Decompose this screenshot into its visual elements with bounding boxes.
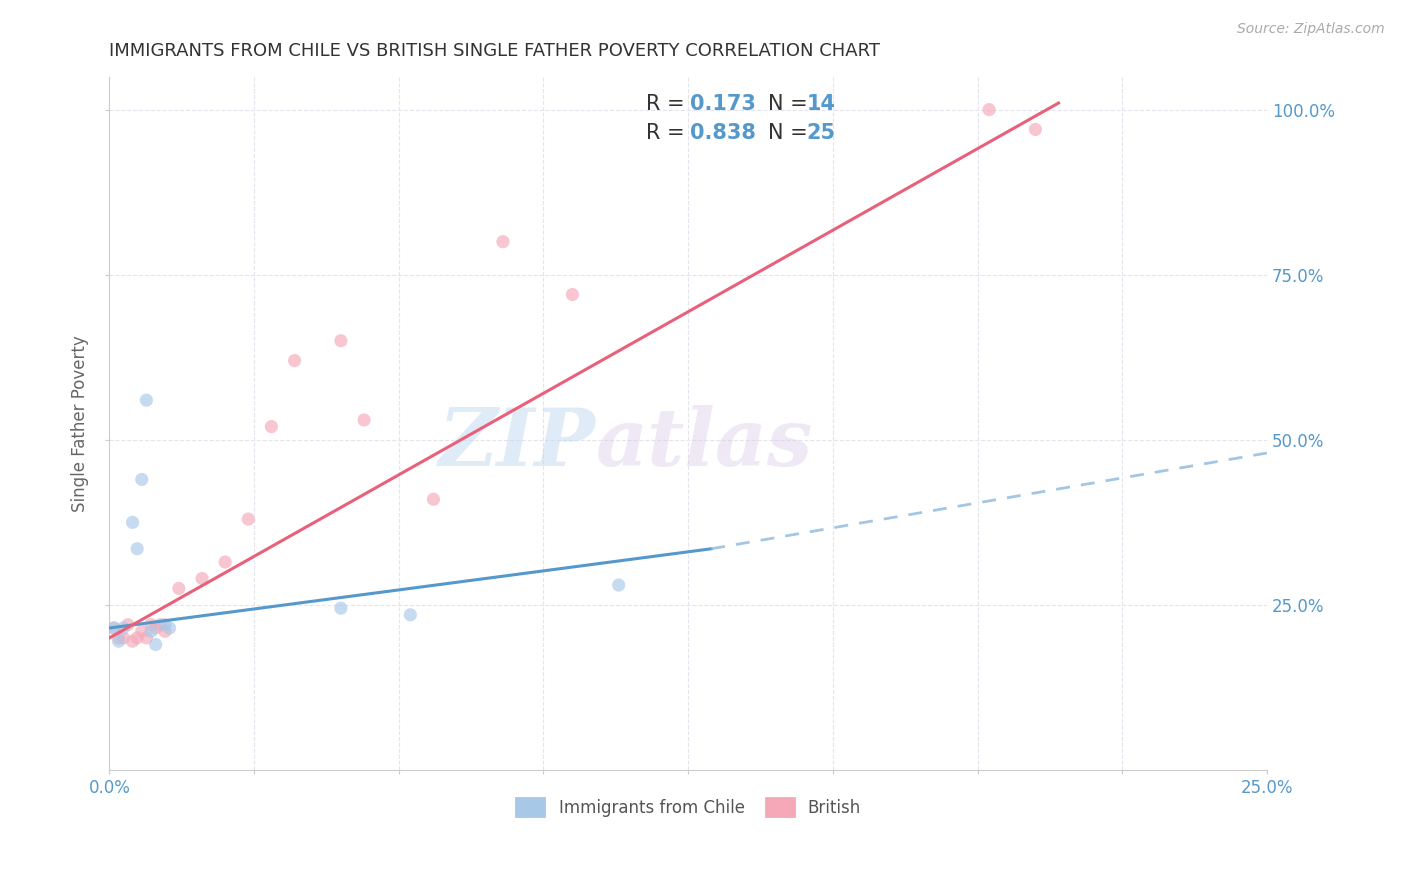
Point [145, 638, 167, 652]
Point [121, 634, 143, 648]
Text: Source: ZipAtlas.com: Source: ZipAtlas.com [1237, 22, 1385, 37]
Point [139, 617, 162, 632]
Text: 0.838: 0.838 [690, 123, 756, 144]
Point [284, 353, 307, 368]
Text: N =: N = [768, 94, 808, 113]
Point [103, 621, 125, 635]
Point [135, 393, 157, 408]
Point [112, 621, 135, 635]
Point [131, 624, 153, 639]
Point [399, 607, 422, 622]
Point [103, 621, 125, 635]
Point [135, 631, 157, 645]
Point [492, 235, 515, 249]
Point [159, 621, 181, 635]
Point [127, 631, 149, 645]
Point [329, 601, 352, 615]
Point [214, 555, 236, 569]
Point [329, 334, 352, 348]
Point [107, 634, 129, 648]
Text: 25: 25 [806, 123, 835, 144]
Point [422, 492, 444, 507]
Text: R =: R = [647, 123, 685, 144]
Point [117, 617, 139, 632]
Point [121, 516, 143, 530]
Text: R =: R = [647, 94, 685, 113]
Legend: Immigrants from Chile, British: Immigrants from Chile, British [509, 790, 868, 824]
Point [107, 631, 129, 645]
Point [167, 582, 190, 596]
Point [153, 624, 176, 639]
Point [260, 419, 283, 434]
Point [145, 621, 167, 635]
Point [149, 617, 172, 632]
Text: atlas: atlas [596, 405, 813, 483]
Point [1024, 122, 1046, 136]
Point [153, 617, 176, 632]
Text: IMMIGRANTS FROM CHILE VS BRITISH SINGLE FATHER POVERTY CORRELATION CHART: IMMIGRANTS FROM CHILE VS BRITISH SINGLE … [110, 42, 880, 60]
Point [112, 631, 135, 645]
Point [607, 578, 630, 592]
Point [139, 624, 162, 639]
Point [977, 103, 1000, 117]
Point [238, 512, 260, 526]
Point [131, 472, 153, 486]
Point [561, 287, 583, 301]
Point [127, 541, 149, 556]
Text: 14: 14 [806, 94, 835, 113]
Point [353, 413, 375, 427]
Text: N =: N = [768, 123, 808, 144]
Point [191, 572, 214, 586]
Text: ZIP: ZIP [439, 405, 596, 483]
Y-axis label: Single Father Poverty: Single Father Poverty [72, 334, 89, 512]
Text: 0.173: 0.173 [690, 94, 756, 113]
